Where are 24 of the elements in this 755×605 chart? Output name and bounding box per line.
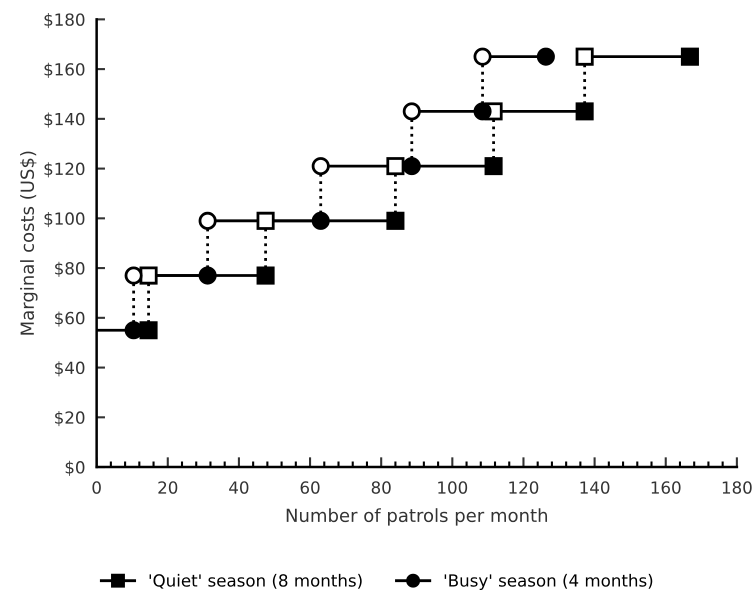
y-tick-label: $20 [55, 410, 84, 426]
x-tick-label: 0 [92, 481, 101, 494]
y-tick-label: $60 [55, 311, 84, 327]
y-tick-label: $180 [44, 13, 84, 28]
y-axis-title: Marginal costs (US$) [20, 152, 38, 335]
y-tick-label: $120 [44, 162, 84, 178]
legend-label: 'Quiet' season (8 months) [150, 574, 362, 589]
y-tick-label: $140 [44, 112, 84, 128]
y-tick-label: $40 [55, 361, 84, 376]
x-tick-label: 160 [652, 481, 681, 494]
x-tick-label: 140 [580, 481, 610, 494]
x-tick-label: 60 [300, 481, 320, 494]
y-tick-label: $160 [44, 62, 84, 78]
y-tick-label: $100 [44, 212, 84, 228]
y-tick-label: $80 [55, 262, 84, 277]
x-tick-label: 180 [722, 481, 752, 494]
x-tick-label: 80 [372, 481, 391, 494]
x-tick-label: 100 [438, 481, 468, 494]
x-tick-label: 120 [509, 481, 538, 494]
x-tick-label: 40 [229, 481, 248, 494]
legend-label: 'Busy' season (4 months) [444, 574, 652, 590]
x-tick-label: 20 [158, 481, 178, 494]
y-tick-label: $0 [66, 460, 84, 476]
x-axis-title: Number of patrols per month [286, 508, 548, 526]
